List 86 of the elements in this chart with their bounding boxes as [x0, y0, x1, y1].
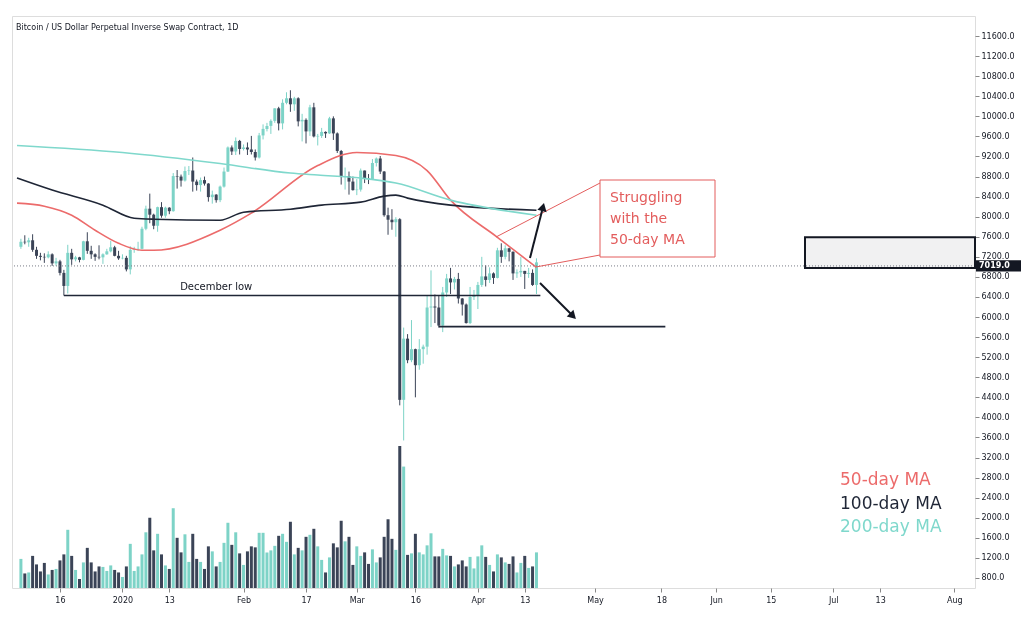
y-tick-label: 2000.0 — [981, 513, 1010, 523]
y-tick-label: 3600.0 — [981, 432, 1010, 442]
y-tick-label: 8000.0 — [981, 212, 1010, 222]
y-tick-label: 2800.0 — [981, 473, 1010, 483]
y-tick-label: 3200.0 — [981, 453, 1010, 463]
y-tick-label: 7200.0 — [981, 252, 1010, 262]
y-tick-label: 5200.0 — [981, 352, 1010, 362]
annotation: December low — [180, 281, 253, 293]
candlestick — [296, 96, 300, 127]
y-tick-label: 10000.0 — [981, 111, 1015, 121]
candlestick — [413, 348, 417, 398]
y-tick-label: 2400.0 — [981, 493, 1010, 503]
x-tick-label: 15 — [766, 595, 777, 605]
candlestick — [394, 216, 398, 238]
x-tick-label: Jun — [709, 595, 723, 605]
candlestick — [101, 252, 105, 265]
x-tick-label: 16 — [55, 595, 66, 605]
candlestick — [156, 206, 160, 233]
candlestick — [484, 264, 488, 287]
y-tick-label: 8400.0 — [981, 192, 1010, 202]
candlestick — [191, 156, 195, 193]
x-tick-label: 13 — [164, 595, 175, 605]
y-tick-label: 11600.0 — [981, 31, 1015, 41]
candlestick — [85, 231, 89, 255]
y-tick-label: 800.0 — [981, 573, 1005, 583]
text: 200-day MA — [840, 516, 942, 536]
text: Bitcoin / US Dollar Perpetual Inverse Swap Contract, 1D — [16, 23, 239, 32]
candlestick — [433, 293, 437, 324]
y-tick-label: 8800.0 — [981, 172, 1010, 182]
x-tick-label: 2020 — [112, 595, 134, 605]
candlestick — [335, 131, 339, 154]
ref-line-label: 7019.0 — [979, 260, 1011, 270]
y-tick-label: 10800.0 — [981, 71, 1015, 81]
candlestick — [406, 333, 410, 364]
x-tick-label: May — [587, 595, 605, 605]
candlestick — [464, 303, 468, 325]
y-tick-label: 7600.0 — [981, 232, 1010, 242]
x-tick-label: Jul — [827, 595, 839, 605]
candlestick — [304, 117, 308, 144]
candlestick — [277, 106, 281, 131]
y-tick-label: 9200.0 — [981, 151, 1010, 161]
x-tick-label: 13 — [520, 595, 531, 605]
annotation: Struggling with the 50-day MA — [610, 189, 686, 247]
candlestick — [19, 238, 23, 250]
x-tick-label: Feb — [236, 595, 252, 605]
x-tick-label: Apr — [471, 595, 487, 605]
y-tick-label: 11200.0 — [981, 51, 1015, 61]
candlestick — [281, 98, 285, 130]
candlestick — [456, 272, 460, 305]
candlestick — [175, 169, 179, 190]
y-tick-label: 1600.0 — [981, 533, 1010, 543]
candlestick — [179, 174, 183, 188]
y-tick-label: 4800.0 — [981, 372, 1010, 382]
y-tick-label: 5600.0 — [981, 332, 1010, 342]
line-series — [16, 144, 538, 216]
candlestick — [331, 115, 335, 141]
x-tick-label: 16 — [410, 595, 421, 605]
y-tick-label: 6000.0 — [981, 312, 1010, 322]
candlestick — [417, 338, 421, 371]
y-tick-label: 10400.0 — [981, 91, 1015, 101]
candlestick — [409, 319, 413, 363]
candlestick — [527, 267, 531, 279]
y-tick-label: 1200.0 — [981, 553, 1010, 563]
candlestick — [445, 273, 449, 298]
y-tick-label: 6800.0 — [981, 272, 1010, 282]
y-tick-label: 6400.0 — [981, 292, 1010, 302]
x-tick-label: 13 — [875, 595, 886, 605]
y-tick-label: 9600.0 — [981, 131, 1010, 141]
text: 50-day MA — [840, 469, 932, 489]
candlestick — [437, 295, 441, 329]
y-tick-label: 4400.0 — [981, 392, 1010, 402]
x-tick-label: 18 — [656, 595, 668, 605]
candlestick — [206, 182, 210, 203]
candlestick — [249, 135, 253, 155]
candlestick — [54, 257, 58, 267]
x-tick-label: Aug — [947, 595, 963, 605]
y-tick-label: 4000.0 — [981, 412, 1010, 422]
candlestick — [128, 245, 132, 275]
text: 100-day MA — [840, 492, 942, 513]
candlestick — [499, 242, 503, 264]
candlestick — [511, 250, 515, 281]
x-tick-label: Mar — [349, 595, 366, 605]
candlestick — [148, 193, 152, 224]
x-tick-label: 17 — [301, 595, 312, 605]
candlestick — [515, 268, 519, 279]
candlestick — [144, 205, 148, 231]
